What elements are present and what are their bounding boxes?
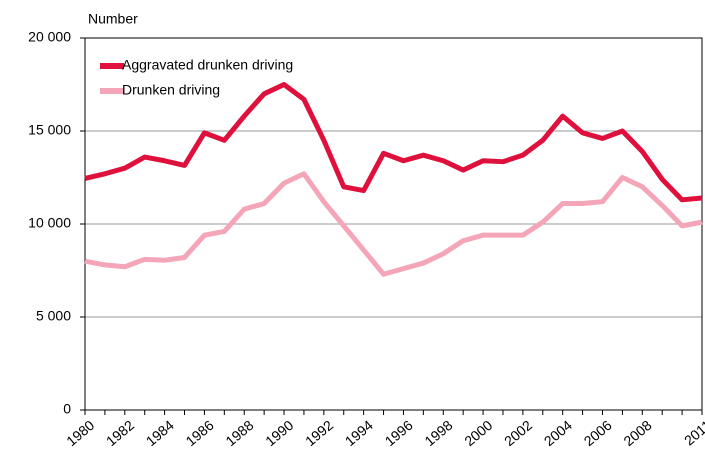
legend-label: Aggravated drunken driving	[122, 57, 293, 73]
y-tick-label: 5 000	[36, 308, 71, 324]
line-series	[84, 82, 703, 203]
x-tick-label: 1986	[183, 417, 217, 449]
x-tick-label: 1984	[143, 417, 177, 449]
x-tick-label: 1996	[382, 417, 416, 449]
y-tick-label: 15 000	[28, 122, 71, 138]
legend-label: Drunken driving	[122, 82, 220, 98]
y-tick-label: 0	[63, 401, 71, 417]
x-tick-label: 1988	[222, 417, 256, 449]
y-tick-label: 20 000	[28, 29, 71, 45]
x-tick-label: 2004	[541, 417, 575, 449]
x-tick-label: 2006	[581, 417, 615, 449]
x-tick-label: 1980	[63, 417, 97, 449]
y-tick-label: 10 000	[28, 215, 71, 231]
x-tick-label: 1982	[103, 417, 137, 449]
x-tick-label: 2002	[501, 417, 535, 449]
x-tick-label: 2008	[620, 417, 654, 449]
x-tick-label: 2011	[681, 417, 705, 449]
x-tick-label: 1994	[342, 417, 376, 449]
y-axis-label: Number	[88, 11, 138, 27]
x-tick-label: 1992	[302, 417, 336, 449]
x-tick-label: 1998	[421, 417, 455, 449]
line-series	[84, 171, 703, 277]
x-tick-label: 2000	[461, 417, 495, 449]
x-tick-label: 1990	[262, 417, 296, 449]
